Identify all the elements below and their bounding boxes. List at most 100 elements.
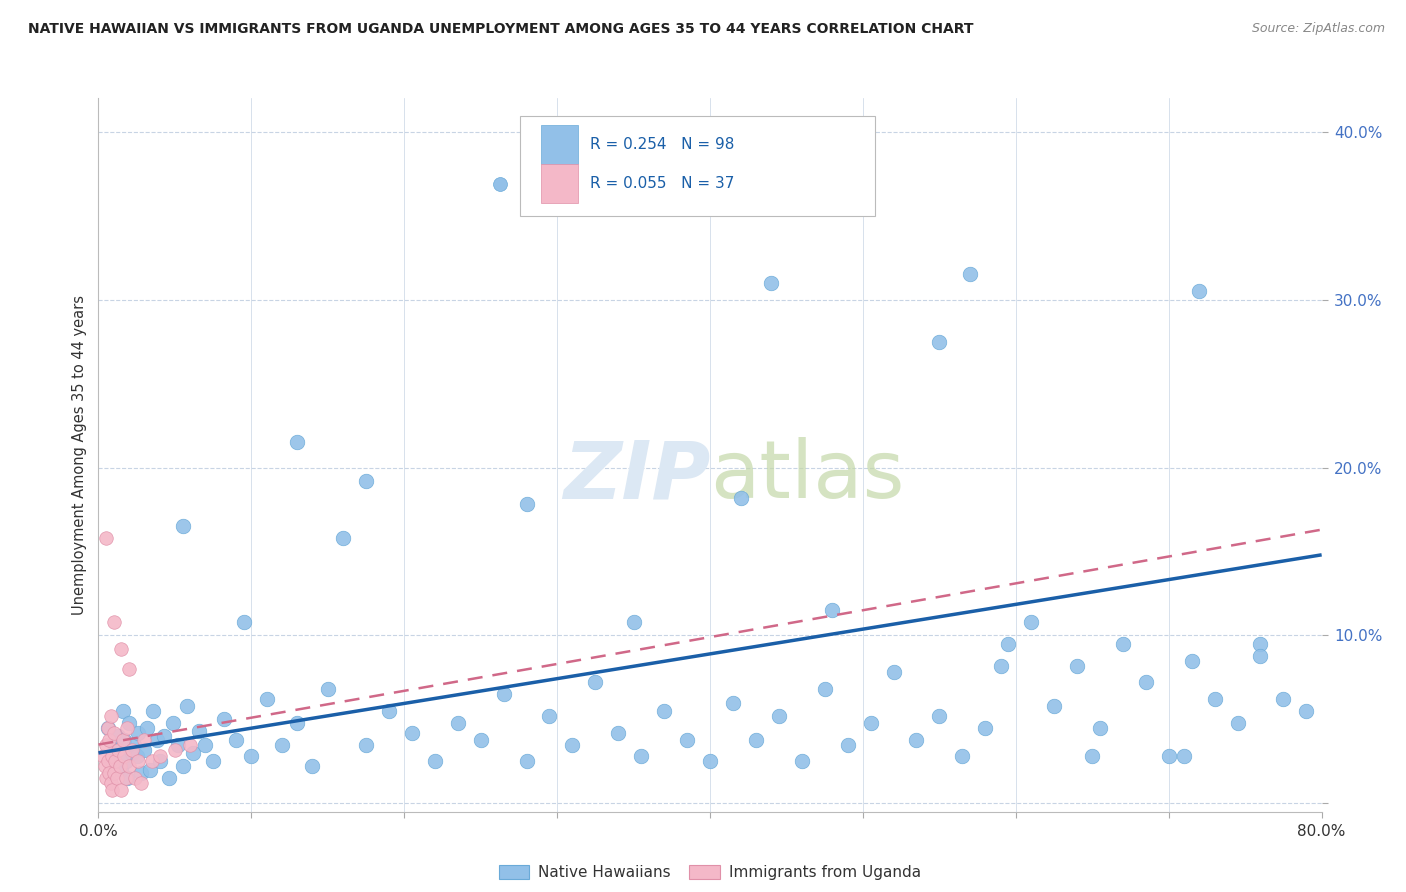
Point: [256, 692, 278, 706]
Text: atlas: atlas: [710, 437, 904, 516]
Point: [630, 749, 652, 764]
Point: [301, 759, 323, 773]
Point: [814, 682, 837, 697]
Point: [134, 742, 156, 756]
Point: [538, 709, 561, 723]
Point: [1081, 749, 1104, 764]
Point: [959, 268, 981, 282]
Point: [883, 665, 905, 680]
Point: [141, 755, 163, 769]
Point: [179, 738, 201, 752]
Point: [332, 531, 354, 545]
Point: [188, 724, 211, 739]
Point: [122, 738, 145, 752]
Point: [108, 759, 131, 773]
Point: [202, 755, 225, 769]
Point: [240, 749, 263, 764]
Y-axis label: Unemployment Among Ages 35 to 44 years: Unemployment Among Ages 35 to 44 years: [72, 295, 87, 615]
Point: [110, 641, 132, 656]
Point: [1295, 704, 1317, 718]
Point: [94, 738, 117, 752]
Point: [145, 732, 167, 747]
Point: [103, 615, 125, 629]
Point: [112, 732, 135, 747]
Point: [121, 742, 143, 756]
Point: [118, 662, 141, 676]
Point: [103, 726, 125, 740]
Point: [1226, 715, 1249, 730]
Point: [117, 721, 139, 735]
Point: [124, 771, 146, 785]
Point: [583, 675, 606, 690]
FancyBboxPatch shape: [541, 125, 578, 164]
Point: [153, 729, 176, 743]
Point: [859, 715, 882, 730]
Point: [470, 732, 492, 747]
Point: [162, 715, 184, 730]
Point: [285, 435, 308, 450]
Point: [121, 746, 143, 760]
Point: [225, 732, 247, 747]
Point: [997, 637, 1019, 651]
FancyBboxPatch shape: [541, 164, 578, 203]
Point: [607, 726, 630, 740]
Point: [118, 715, 141, 730]
Point: [115, 755, 138, 769]
Point: [97, 721, 120, 735]
Point: [142, 704, 165, 718]
Point: [111, 704, 134, 718]
Point: [821, 603, 844, 617]
Point: [1066, 658, 1088, 673]
Point: [212, 712, 235, 726]
Point: [905, 732, 928, 747]
Legend: Native Hawaiians, Immigrants from Uganda: Native Hawaiians, Immigrants from Uganda: [492, 858, 928, 886]
Point: [928, 334, 950, 349]
Point: [1088, 721, 1111, 735]
Point: [181, 746, 204, 760]
Point: [100, 776, 122, 790]
Point: [127, 755, 149, 769]
Point: [721, 696, 744, 710]
Point: [104, 738, 127, 752]
Point: [232, 615, 254, 629]
Point: [1157, 749, 1180, 764]
Point: [105, 771, 128, 785]
Point: [768, 709, 790, 723]
Point: [837, 738, 859, 752]
Point: [1019, 615, 1042, 629]
Point: [990, 658, 1012, 673]
Point: [149, 755, 172, 769]
Point: [91, 749, 114, 764]
Point: [623, 615, 645, 629]
Text: NATIVE HAWAIIAN VS IMMIGRANTS FROM UGANDA UNEMPLOYMENT AMONG AGES 35 TO 44 YEARS: NATIVE HAWAIIAN VS IMMIGRANTS FROM UGAND…: [28, 22, 973, 37]
Text: R = 0.254   N = 98: R = 0.254 N = 98: [591, 137, 734, 152]
Point: [176, 698, 198, 713]
Point: [270, 738, 292, 752]
Point: [1135, 675, 1157, 690]
Point: [111, 732, 134, 747]
Point: [129, 776, 152, 790]
Point: [136, 721, 159, 735]
Text: R = 0.055   N = 37: R = 0.055 N = 37: [591, 177, 734, 191]
Point: [125, 749, 148, 764]
Point: [354, 474, 377, 488]
Point: [172, 759, 194, 773]
Point: [97, 721, 120, 735]
Point: [172, 519, 194, 533]
Point: [1249, 637, 1271, 651]
Point: [354, 738, 377, 752]
Point: [378, 704, 401, 718]
FancyBboxPatch shape: [520, 116, 875, 216]
Point: [103, 766, 125, 780]
Point: [561, 738, 583, 752]
Point: [115, 771, 138, 785]
Point: [745, 732, 768, 747]
Point: [94, 771, 117, 785]
Point: [110, 763, 132, 777]
Point: [110, 783, 132, 797]
Point: [104, 755, 127, 769]
Point: [1173, 749, 1195, 764]
Point: [129, 766, 152, 780]
Point: [101, 783, 124, 797]
Point: [652, 704, 675, 718]
